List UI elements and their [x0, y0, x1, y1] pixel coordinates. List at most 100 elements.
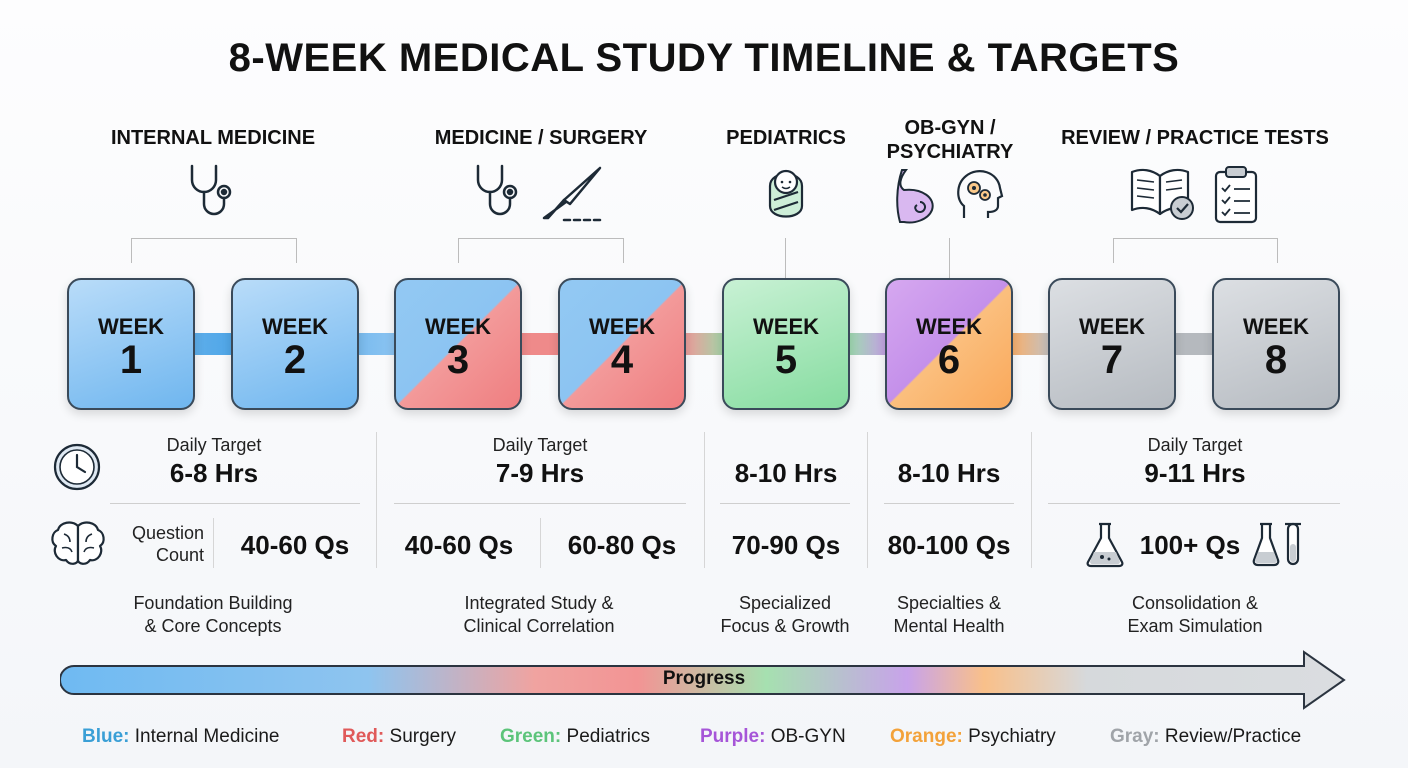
- phase-bracket: [949, 238, 950, 278]
- row-divider: [1048, 503, 1340, 504]
- question-count-value: 100+ Qs: [1139, 530, 1241, 560]
- legend-value: OB-GYN: [770, 726, 846, 747]
- legend-key: Orange:: [890, 726, 963, 747]
- phase-description: Consolidation & Exam Simulation: [1080, 592, 1310, 638]
- question-count-value: 40-60 Qs: [240, 530, 350, 560]
- legend-value: Pediatrics: [566, 726, 650, 747]
- week-label: WEEK: [425, 314, 491, 339]
- scalpel-icon: [542, 166, 602, 222]
- week-number: 2: [283, 338, 307, 382]
- week-connector: [520, 333, 562, 355]
- question-count-value: 70-90 Qs: [731, 530, 841, 560]
- brain-icon: [51, 521, 105, 565]
- book-check-icon: [1130, 168, 1194, 220]
- column-divider: [376, 432, 377, 568]
- page-title: 8-WEEK MEDICAL STUDY TIMELINE & TARGETS: [228, 36, 1180, 80]
- row-divider: [720, 503, 850, 504]
- week-connector: [192, 333, 234, 355]
- phase-bracket: [1113, 238, 1278, 263]
- legend-item-green: Green: Pediatrics: [500, 726, 650, 748]
- phase-bracket: [131, 238, 297, 263]
- week-card-4: WEEK 4: [558, 278, 686, 410]
- description-line: Consolidation &: [1131, 593, 1259, 613]
- legend-value: Internal Medicine: [134, 726, 280, 747]
- phase-description: Integrated Study & Clinical Correlation: [418, 592, 660, 638]
- daily-target-label: Daily Target: [166, 435, 262, 455]
- question-count-value: 60-80 Qs: [567, 530, 677, 560]
- daily-hours-value: 7-9 Hrs: [495, 458, 585, 488]
- week-card-1: WEEK 1: [67, 278, 195, 410]
- legend-value: Surgery: [389, 726, 457, 747]
- legend-key: Green:: [500, 726, 562, 747]
- daily-hours-value: 8-10 Hrs: [734, 458, 838, 488]
- question-count-label: Question Count: [108, 522, 204, 566]
- phase-label-pediatrics: PEDIATRICS: [726, 127, 846, 149]
- daily-hours-value: 6-8 Hrs: [169, 458, 259, 488]
- week-label: WEEK: [589, 314, 655, 339]
- legend-item-orange: Orange: Psychiatry: [890, 726, 1056, 748]
- progress-arrow: [60, 650, 1346, 710]
- week-card-7: WEEK 7: [1048, 278, 1176, 410]
- description-line: Clinical Correlation: [463, 616, 615, 636]
- week-connector: [1011, 333, 1053, 355]
- phase-bracket: [458, 238, 624, 263]
- week-label: WEEK: [1079, 314, 1145, 339]
- legend-key: Purple:: [700, 726, 766, 747]
- week-number: 5: [774, 338, 798, 382]
- week-label: WEEK: [753, 314, 819, 339]
- description-line: Specialized: [738, 593, 832, 613]
- week-label: WEEK: [98, 314, 164, 339]
- legend-key: Red:: [342, 726, 385, 747]
- row-divider: [110, 503, 360, 504]
- phase-label-line: OB-GYN /: [904, 117, 996, 139]
- phase-bracket: [785, 238, 786, 278]
- description-line: & Core Concepts: [144, 616, 282, 636]
- week-card-3: WEEK 3: [394, 278, 522, 410]
- week-connector: [356, 333, 398, 355]
- week-card-2: WEEK 2: [231, 278, 359, 410]
- row-divider: [394, 503, 686, 504]
- week-connector: [1174, 333, 1216, 355]
- legend-item-gray: Gray: Review/Practice: [1110, 726, 1301, 748]
- column-divider: [540, 518, 541, 568]
- phase-description: Specialized Focus & Growth: [705, 592, 865, 638]
- row-divider: [884, 503, 1014, 504]
- daily-hours-value: 9-11 Hrs: [1144, 458, 1246, 488]
- legend-value: Review/Practice: [1164, 726, 1302, 747]
- description-line: Foundation Building: [133, 593, 293, 613]
- description-line: Mental Health: [893, 616, 1005, 636]
- question-count-value: 80-100 Qs: [887, 530, 1011, 560]
- question-count-line: Count: [155, 545, 204, 565]
- question-count-line: Question: [131, 523, 204, 543]
- phase-description: Foundation Building & Core Concepts: [90, 592, 336, 638]
- column-divider: [704, 432, 705, 568]
- legend-key: Gray:: [1110, 726, 1160, 747]
- pregnancy-icon: [896, 169, 934, 224]
- description-line: Focus & Growth: [720, 616, 850, 636]
- week-number: 1: [119, 338, 143, 382]
- legend-item-purple: Purple: OB-GYN: [700, 726, 846, 748]
- phase-label-line: PSYCHIATRY: [886, 141, 1014, 163]
- column-divider: [213, 518, 214, 568]
- phase-label-internal-medicine: INTERNAL MEDICINE: [110, 127, 316, 149]
- stethoscope-icon: [476, 164, 518, 216]
- question-count-value: 40-60 Qs: [404, 530, 514, 560]
- stethoscope-icon: [190, 164, 232, 216]
- week-connector: [684, 333, 726, 355]
- legend-value: Psychiatry: [968, 726, 1056, 747]
- baby-icon: [768, 169, 804, 218]
- daily-target-label: Daily Target: [492, 435, 588, 455]
- description-line: Exam Simulation: [1127, 616, 1263, 636]
- phase-label-medicine-surgery: MEDICINE / SURGERY: [434, 127, 648, 149]
- week-number: 4: [610, 338, 634, 382]
- week-number: 6: [937, 338, 961, 382]
- week-number: 7: [1100, 338, 1124, 382]
- week-card-8: WEEK 8: [1212, 278, 1340, 410]
- description-line: Integrated Study &: [464, 593, 614, 613]
- week-number: 8: [1264, 338, 1288, 382]
- flask-icon: [1086, 522, 1124, 568]
- daily-hours-value: 8-10 Hrs: [897, 458, 1001, 488]
- progress-label: Progress: [662, 668, 746, 689]
- legend-item-red: Red: Surgery: [342, 726, 456, 748]
- week-connector: [848, 333, 890, 355]
